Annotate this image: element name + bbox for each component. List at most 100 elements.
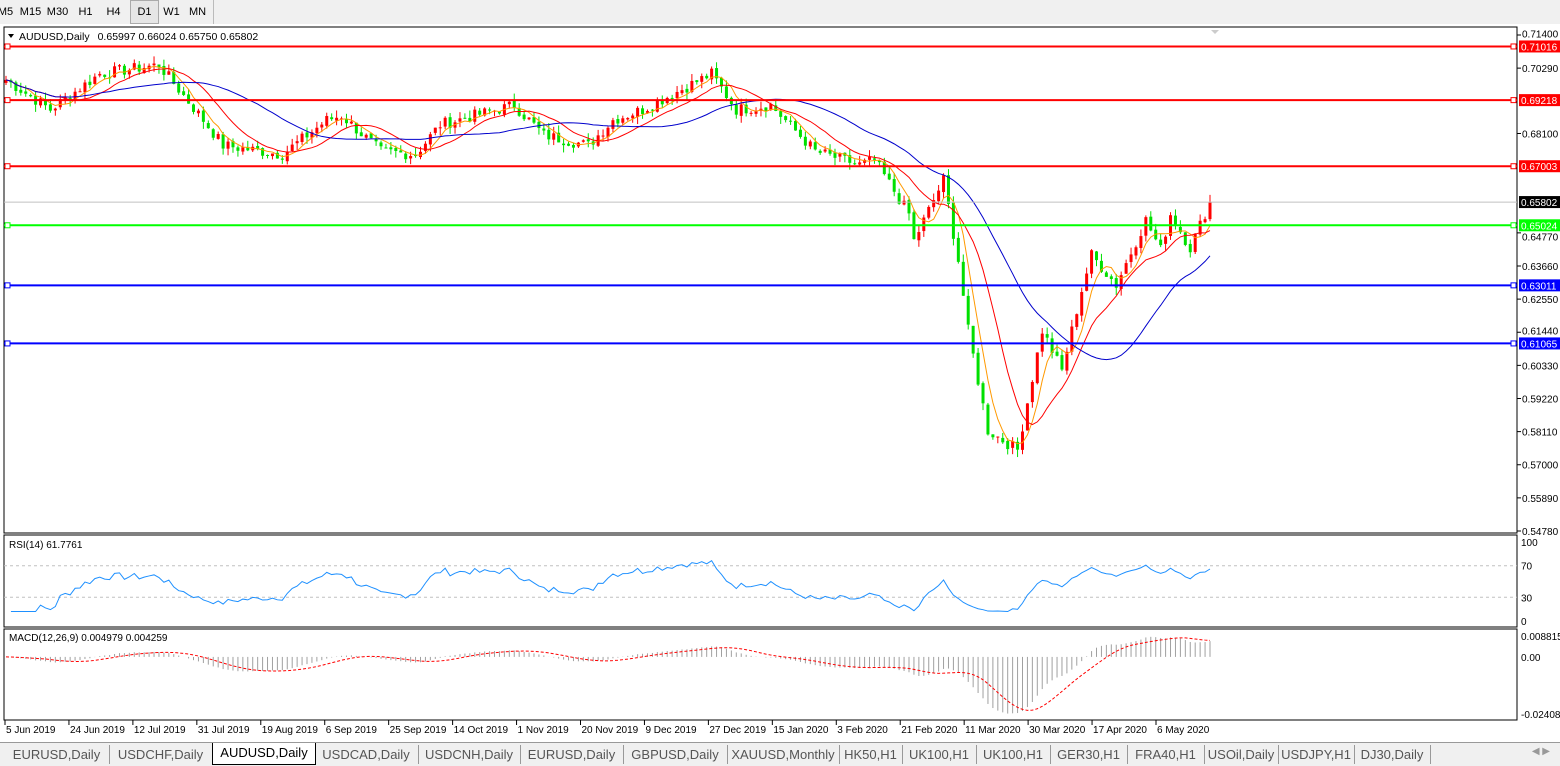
candle-body [976, 352, 980, 385]
tab-eurusd-daily[interactable]: EURUSD,Daily [520, 745, 624, 764]
x-tick-label: 12 Jul 2019 [134, 725, 186, 736]
candle-body [887, 173, 891, 180]
timeframe-h1[interactable]: H1 [78, 6, 93, 18]
candle-body [631, 115, 635, 119]
timeframe-m30[interactable]: M30 [46, 6, 69, 18]
candle-body [675, 91, 679, 99]
candle-body [774, 105, 778, 111]
candle-body [1149, 216, 1153, 231]
timeframe-m5[interactable]: M5 [0, 6, 14, 18]
chart-window[interactable]: 0.71400 0.70290 0.68100 0.64770 0.63660 0.625… [0, 24, 1560, 742]
candle-body [868, 156, 872, 160]
candle-body [660, 100, 664, 105]
candle-body [833, 152, 837, 158]
candle-body [522, 114, 526, 120]
tab-xauusd-monthly[interactable]: XAUUSD,Monthly [727, 745, 840, 764]
candle-body [39, 98, 43, 106]
tab-audusd-daily[interactable]: AUDUSD,Daily [212, 743, 316, 765]
chart-background [0, 24, 1560, 742]
tab-hk50-h1[interactable]: HK50,H1 [839, 745, 903, 764]
tab-usdcnh-daily[interactable]: USDCNH,Daily [418, 745, 521, 764]
candle-body [167, 71, 171, 75]
ma-mid-line [5, 67, 1211, 426]
y-tick-label: 0.59220 [1522, 394, 1559, 405]
tab-uk100-h1[interactable]: UK100,H1 [902, 745, 977, 764]
candle-body [715, 68, 719, 79]
tab-fra40-h1[interactable]: FRA40,H1 [1127, 745, 1205, 764]
toolbar-divider [213, 0, 214, 24]
candle-body [1114, 278, 1118, 288]
candle-body [4, 79, 8, 83]
candle-body [986, 404, 990, 435]
timeframe-m15[interactable]: M15 [19, 6, 42, 18]
candle-body [1144, 217, 1148, 236]
timeframe-h4[interactable]: H4 [106, 6, 121, 18]
candle-body [724, 86, 728, 99]
tab-usdcad-daily[interactable]: USDCAD,Daily [314, 745, 419, 764]
candle-body [305, 132, 309, 138]
level-handle-left [4, 222, 11, 229]
candle-body [1119, 275, 1123, 289]
candle-body [428, 134, 432, 145]
candle-body [882, 161, 886, 175]
candle-body [438, 127, 442, 129]
candle-body [211, 129, 215, 138]
macd-panel-frame [3, 628, 1518, 721]
level-price-badge [1519, 337, 1560, 350]
tab-eurusd-daily[interactable]: EURUSD,Daily [4, 745, 110, 764]
tab-usoil-daily[interactable]: USOil,Daily [1204, 745, 1279, 764]
candle-body [1109, 276, 1113, 280]
candle-body [996, 436, 1000, 438]
timeframe-d1[interactable]: D1 [130, 0, 159, 24]
candle-body [917, 232, 921, 241]
candle-body [789, 120, 793, 122]
candle-body [172, 71, 176, 84]
x-tick-label: 14 Oct 2019 [454, 725, 509, 736]
level-handle-right [1510, 340, 1517, 347]
candle-body [58, 99, 62, 108]
tab-usdchf-daily[interactable]: USDCHF,Daily [109, 745, 213, 764]
candle-body [1129, 254, 1133, 263]
candle-body [966, 295, 970, 325]
candle-body [1035, 352, 1039, 384]
tab-scroll-arrows[interactable]: ◀ ▶ [1531, 746, 1550, 757]
tab-dj30-daily[interactable]: DJ30,Daily [1354, 745, 1431, 764]
candle-body [310, 132, 314, 138]
current-price-label: 0.65802 [1521, 198, 1558, 209]
candle-body [641, 108, 645, 114]
candle-body [1188, 243, 1192, 253]
y-tick-label: 0.70290 [1522, 64, 1559, 75]
candle-body [754, 110, 758, 114]
x-tick-label: 15 Jan 2020 [773, 725, 828, 736]
timeframe-mn[interactable]: MN [188, 6, 207, 18]
candle-body [542, 128, 546, 131]
candle-body [803, 136, 807, 146]
candle-body [142, 68, 146, 74]
tab-uk100-h1[interactable]: UK100,H1 [976, 745, 1051, 764]
macd-scale-label: -0.02408 [1521, 710, 1560, 721]
candle-body [275, 152, 279, 159]
candle-body [818, 150, 822, 153]
candle-body [902, 200, 906, 205]
candle-body [1208, 202, 1212, 220]
candle-body [1085, 273, 1089, 291]
x-tick-label: 6 Sep 2019 [326, 725, 378, 736]
candle-body [192, 104, 196, 112]
candle-body [488, 109, 492, 111]
candle-body [1060, 355, 1064, 370]
tab-usdjpy-h1[interactable]: USDJPY,H1 [1278, 745, 1355, 764]
candle-body [93, 76, 97, 84]
candle-body [1164, 236, 1168, 244]
timeframe-w1[interactable]: W1 [163, 6, 180, 18]
tab-ger30-h1[interactable]: GER30,H1 [1050, 745, 1128, 764]
candle-body [971, 325, 975, 354]
candle-body [1104, 272, 1108, 277]
candle-body [409, 156, 413, 159]
macd-label: MACD(12,26,9) 0.004979 0.004259 [9, 633, 168, 644]
candle-body [473, 109, 477, 122]
candle-body [73, 91, 77, 100]
candle-body [300, 133, 304, 142]
tab-gbpusd-daily[interactable]: GBPUSD,Daily [623, 745, 728, 764]
candle-body [937, 190, 941, 202]
candle-body [497, 111, 501, 114]
